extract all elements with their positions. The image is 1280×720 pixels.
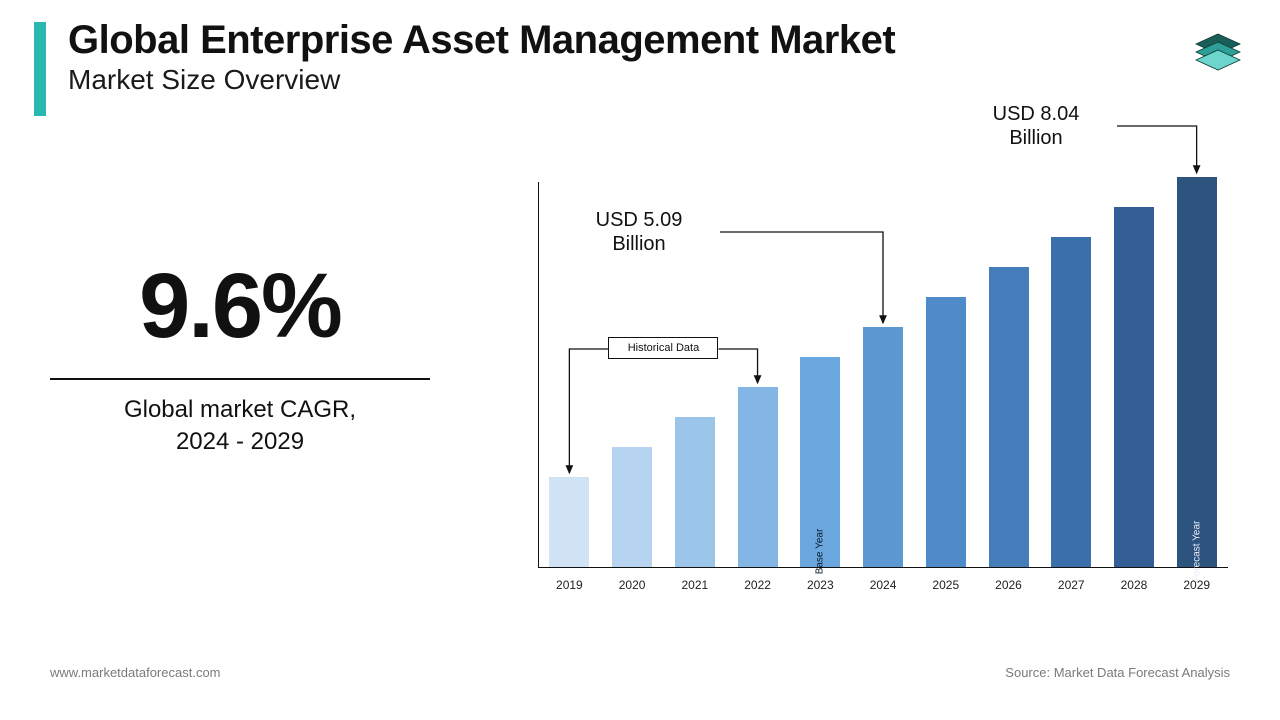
bar-chart: Base YearForecast Year 20192020202120222… <box>538 182 1228 592</box>
page-subtitle: Market Size Overview <box>68 64 895 96</box>
cagr-label-line1: Global market CAGR, <box>124 396 356 423</box>
bar-cell <box>914 297 977 567</box>
bar-2028 <box>1114 207 1154 567</box>
bar-cell <box>977 267 1040 567</box>
historical-data-text: Historical Data <box>628 342 700 354</box>
bar-2026 <box>989 267 1029 567</box>
historical-data-label: Historical Data <box>608 337 718 359</box>
bar-cell <box>1040 237 1103 567</box>
x-axis-label: 2024 <box>852 572 915 592</box>
cagr-label: Global market CAGR, 2024 - 2029 <box>50 394 430 459</box>
header-block: Global Enterprise Asset Management Marke… <box>68 18 895 96</box>
bar-cell: Forecast Year <box>1165 177 1228 567</box>
bar-2023: Base Year <box>800 357 840 567</box>
bar-2020 <box>612 447 652 567</box>
x-labels-row: 2019202020212022202320242025202620272028… <box>538 572 1228 592</box>
x-axis-label: 2027 <box>1040 572 1103 592</box>
bar-2019 <box>549 477 589 567</box>
callout-2029-line1: USD 8.04 <box>993 103 1080 125</box>
bar-cell: Base Year <box>789 357 852 567</box>
bar-cell <box>852 327 915 567</box>
x-axis-label: 2021 <box>663 572 726 592</box>
bars-row: Base YearForecast Year <box>538 183 1228 567</box>
x-axis-label: 2029 <box>1165 572 1228 592</box>
x-axis <box>538 567 1228 568</box>
callout-2029-line2: Billion <box>1009 127 1062 149</box>
infographic-canvas: Global Enterprise Asset Management Marke… <box>0 0 1280 720</box>
base-year-label: Base Year <box>815 529 826 575</box>
bar-cell <box>726 387 789 567</box>
bar-cell <box>1103 207 1166 567</box>
bar-2024 <box>863 327 903 567</box>
x-axis-label: 2023 <box>789 572 852 592</box>
x-axis-label: 2028 <box>1103 572 1166 592</box>
bar-cell <box>663 417 726 567</box>
page-title: Global Enterprise Asset Management Marke… <box>68 18 895 62</box>
x-axis-label: 2020 <box>601 572 664 592</box>
bar-cell <box>601 447 664 567</box>
cagr-label-line2: 2024 - 2029 <box>176 428 304 455</box>
brand-logo <box>1192 26 1244 78</box>
bar-2022 <box>738 387 778 567</box>
bar-2021 <box>675 417 715 567</box>
bar-cell <box>538 477 601 567</box>
footer-source: Source: Market Data Forecast Analysis <box>1005 665 1230 680</box>
cagr-block: 9.6% Global market CAGR, 2024 - 2029 <box>50 260 430 459</box>
x-axis-label: 2025 <box>914 572 977 592</box>
stacked-layers-icon <box>1192 26 1244 78</box>
bar-2027 <box>1051 237 1091 567</box>
cagr-value: 9.6% <box>50 260 430 352</box>
x-axis-label: 2022 <box>726 572 789 592</box>
callout-2029: USD 8.04 Billion <box>961 102 1111 150</box>
x-axis-label: 2026 <box>977 572 1040 592</box>
bar-2029: Forecast Year <box>1177 177 1217 567</box>
bar-2025 <box>926 297 966 567</box>
x-axis-label: 2019 <box>538 572 601 592</box>
footer-url: www.marketdataforecast.com <box>50 665 221 680</box>
title-accent-bar <box>34 22 46 116</box>
cagr-divider <box>50 378 430 380</box>
